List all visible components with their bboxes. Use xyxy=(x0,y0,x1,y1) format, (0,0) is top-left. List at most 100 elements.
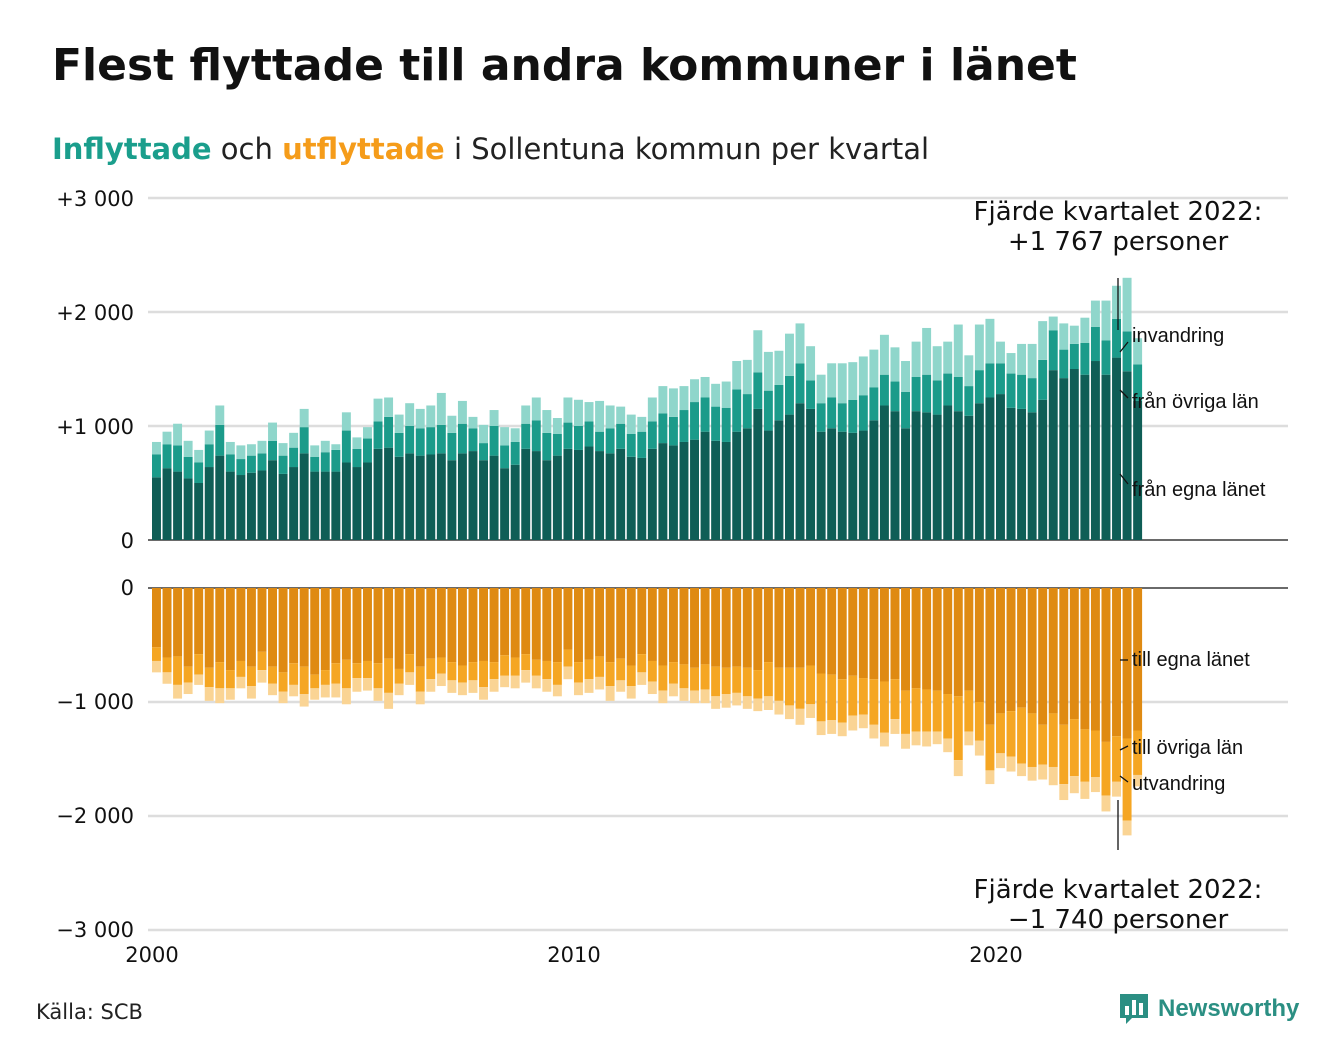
bar-till-ovriga-lan xyxy=(363,660,372,679)
segment-leader-lines xyxy=(1117,278,1129,850)
bar-fran-ovriga-lan xyxy=(1048,330,1058,371)
bar-invandring xyxy=(1080,317,1090,343)
bar-fran-ovriga-lan xyxy=(806,380,816,409)
bar-utvandring xyxy=(173,684,183,699)
bar-fran-ovriga-lan xyxy=(289,447,299,468)
bar-utvandring xyxy=(837,722,847,737)
bar-fran-ovriga-lan xyxy=(500,445,510,469)
callouts: Fjärde kvartalet 2022: +1 767 personer F… xyxy=(974,197,1263,935)
bar-fran-egna-lanet xyxy=(246,472,256,540)
bar-till-egna-lanet xyxy=(542,588,552,661)
bar-utvandring xyxy=(1112,781,1121,797)
bar-invandring xyxy=(457,400,467,424)
bar-fran-egna-lanet xyxy=(605,453,615,540)
y-tick-bottom-3000: −3 000 xyxy=(56,918,134,942)
bar-invandring xyxy=(447,415,457,433)
bar-fran-egna-lanet xyxy=(595,451,605,540)
bar-utvandring xyxy=(521,670,531,683)
bar-fran-ovriga-lan xyxy=(331,449,341,472)
bar-till-ovriga-lan xyxy=(320,670,330,685)
callout-bottom-line2: −1 740 personer xyxy=(1008,905,1229,935)
bar-till-egna-lanet xyxy=(552,588,562,663)
bar-invandring xyxy=(1048,316,1058,331)
bar-fran-egna-lanet xyxy=(436,453,446,540)
bar-fran-egna-lanet xyxy=(774,420,784,540)
bar-fran-egna-lanet xyxy=(194,483,204,540)
bar-fran-ovriga-lan xyxy=(795,363,805,404)
bar-till-ovriga-lan xyxy=(763,662,773,697)
bar-till-ovriga-lan xyxy=(236,660,246,677)
bar-invandring xyxy=(552,418,562,434)
bar-fran-ovriga-lan xyxy=(595,431,605,452)
bar-till-egna-lanet xyxy=(869,588,879,680)
bar-utvandring xyxy=(257,670,267,683)
bar-invandring xyxy=(1122,277,1132,332)
bar-invandring xyxy=(690,379,699,403)
callout-top-line2: +1 767 personer xyxy=(1008,227,1229,257)
bar-till-ovriga-lan xyxy=(574,662,583,683)
bar-invandring xyxy=(204,430,214,445)
bar-till-egna-lanet xyxy=(310,588,320,675)
bar-till-ovriga-lan xyxy=(468,662,478,681)
bar-till-ovriga-lan xyxy=(394,668,404,684)
bar-utvandring xyxy=(162,672,172,684)
bar-till-egna-lanet xyxy=(320,588,330,671)
bar-fran-ovriga-lan xyxy=(626,433,636,457)
y-tick-top-3000: +3 000 xyxy=(56,187,134,211)
bar-till-egna-lanet xyxy=(1133,588,1143,731)
bar-till-egna-lanet xyxy=(637,588,647,655)
bar-fran-ovriga-lan xyxy=(1122,331,1132,372)
bar-fran-ovriga-lan xyxy=(1069,343,1079,369)
bar-utvandring xyxy=(711,696,721,709)
bar-till-egna-lanet xyxy=(352,588,362,664)
bar-till-ovriga-lan xyxy=(827,674,837,721)
bar-invandring xyxy=(299,408,309,428)
bar-utvandring xyxy=(405,672,415,685)
bar-fran-egna-lanet xyxy=(964,415,974,540)
bar-till-egna-lanet xyxy=(574,588,583,663)
bar-till-egna-lanet xyxy=(626,588,636,666)
bar-utvandring xyxy=(996,753,1005,769)
bar-till-egna-lanet xyxy=(394,588,404,669)
chart-title: Flest flyttade till andra kommuner i län… xyxy=(52,40,1077,91)
bar-utvandring xyxy=(331,683,341,698)
bar-till-egna-lanet xyxy=(162,588,172,658)
bar-fran-ovriga-lan xyxy=(1006,373,1016,408)
bar-invandring xyxy=(563,397,573,423)
bar-fran-ovriga-lan xyxy=(1080,342,1090,375)
bar-till-egna-lanet xyxy=(457,588,467,666)
bar-till-egna-lanet xyxy=(447,588,457,663)
bar-fran-egna-lanet xyxy=(479,460,488,540)
bar-fran-egna-lanet xyxy=(257,470,267,540)
bar-fran-ovriga-lan xyxy=(637,431,647,458)
bar-invandring xyxy=(1133,338,1143,365)
bar-fran-ovriga-lan xyxy=(162,444,172,469)
bar-fran-ovriga-lan xyxy=(183,456,193,479)
bar-fran-egna-lanet xyxy=(943,405,953,540)
bar-utvandring xyxy=(953,760,963,777)
bar-till-ovriga-lan xyxy=(626,665,636,687)
bar-invandring xyxy=(953,324,963,377)
bar-fran-egna-lanet xyxy=(753,408,763,540)
bar-fran-egna-lanet xyxy=(405,453,415,540)
segment-labels: invandring från övriga län från egna län… xyxy=(1132,325,1266,795)
bar-utvandring xyxy=(1017,763,1027,777)
bar-utvandring xyxy=(278,691,288,704)
bar-till-egna-lanet xyxy=(679,588,689,665)
bar-till-ovriga-lan xyxy=(1122,738,1132,821)
bar-till-ovriga-lan xyxy=(721,667,731,695)
bar-till-egna-lanet xyxy=(1101,588,1111,742)
bar-utvandring xyxy=(574,682,583,696)
bar-fran-ovriga-lan xyxy=(964,386,974,416)
bar-fran-egna-lanet xyxy=(341,462,351,540)
bar-fran-egna-lanet xyxy=(531,451,541,540)
bar-invandring xyxy=(415,408,425,429)
bar-fran-egna-lanet xyxy=(795,403,805,540)
bar-till-ovriga-lan xyxy=(595,656,605,677)
bar-invandring xyxy=(1090,300,1100,327)
bar-till-egna-lanet xyxy=(363,588,372,661)
bar-till-egna-lanet xyxy=(922,588,932,690)
bar-till-egna-lanet xyxy=(974,588,984,702)
bar-till-egna-lanet xyxy=(595,588,605,657)
